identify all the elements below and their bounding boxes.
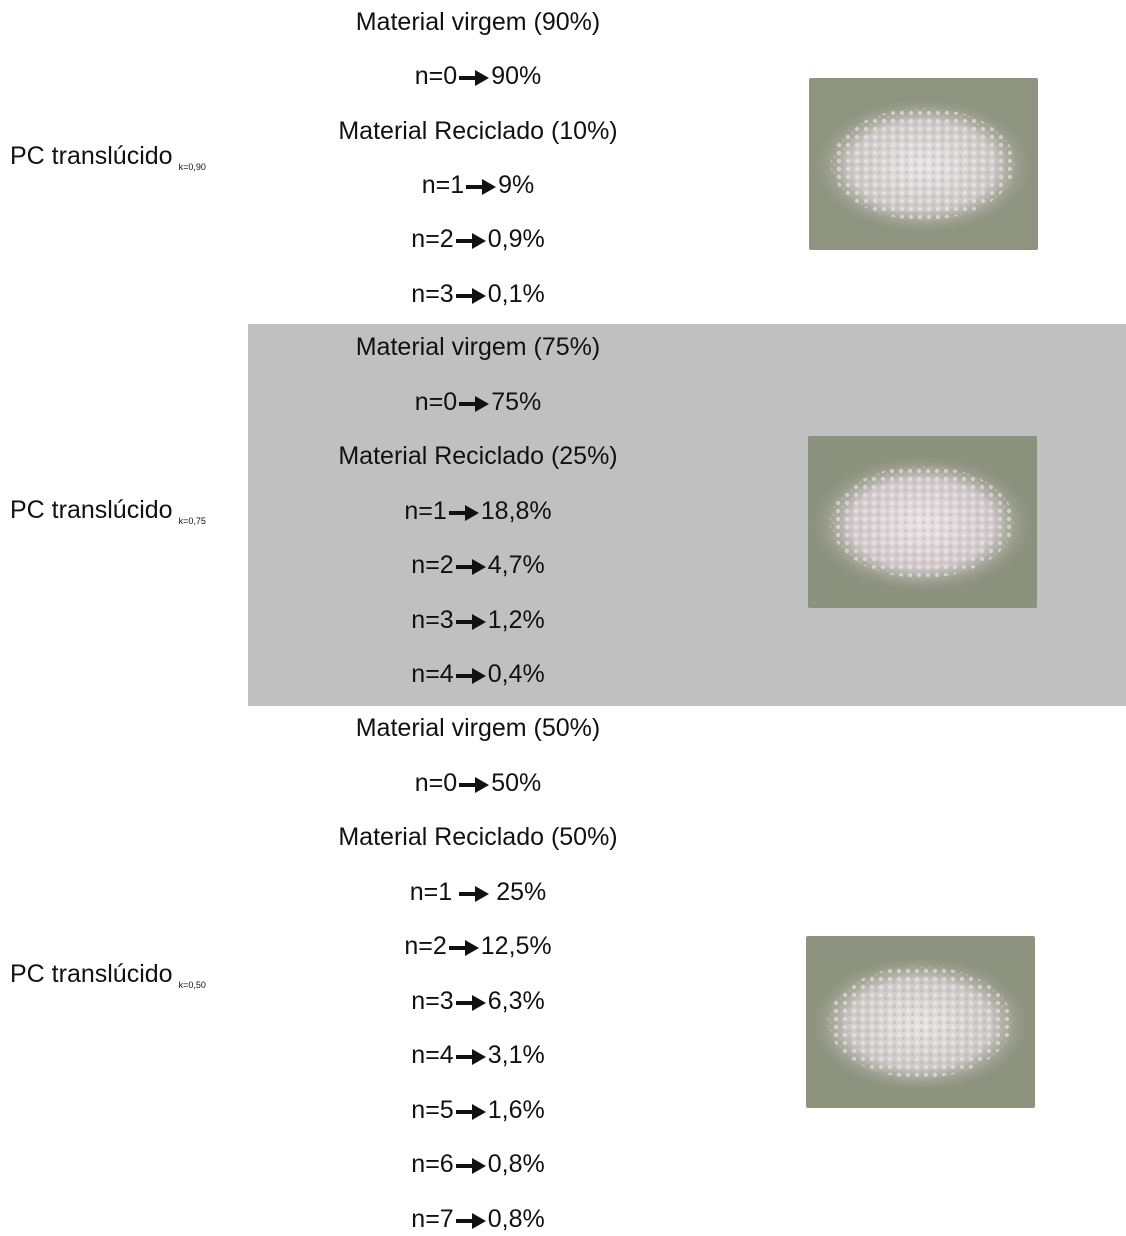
list-item: Material virgem (90%) — [355, 8, 601, 36]
list-item: Material Reciclado (10%) — [338, 117, 618, 145]
right-arrow-icon — [454, 1095, 488, 1125]
section-k090: PC translúcido k=0,90 Material virgem (90… — [0, 0, 1126, 324]
right-arrow-icon — [454, 550, 488, 580]
right-arrow-icon — [452, 877, 496, 907]
list-item: n=6 0,8% — [411, 1149, 545, 1179]
list-item: n=3 1,2% — [411, 605, 545, 635]
right-arrow-icon — [457, 768, 491, 798]
plastic-pellets-photo — [808, 436, 1037, 608]
list-item: Material Reciclado (50%) — [338, 823, 618, 851]
k-subscript: k=0,90 — [178, 162, 206, 172]
right-arrow-icon — [454, 279, 488, 309]
right-arrow-icon — [454, 986, 488, 1016]
section-k050: PC translúcido k=0,50 Material virgem (50… — [0, 706, 1126, 1236]
list-item: n=2 12,5% — [404, 931, 552, 961]
list-item: n=0 50% — [414, 768, 542, 798]
right-arrow-icon — [454, 1040, 488, 1070]
right-arrow-icon — [447, 496, 481, 526]
material-label: PC translúcido k=0,90 — [10, 142, 206, 172]
right-arrow-icon — [457, 387, 491, 417]
list-item: Material Reciclado (25%) — [338, 442, 618, 470]
list-item: Material virgem (50%) — [355, 714, 601, 742]
list-item: n=0 75% — [414, 387, 542, 417]
list-item: n=3 6,3% — [411, 986, 545, 1016]
list-item: n=5 1,6% — [411, 1095, 545, 1125]
list-item: Material virgem (75%) — [355, 333, 601, 361]
right-arrow-icon — [464, 170, 498, 200]
right-arrow-icon — [454, 605, 488, 635]
list-item: n=2 4,7% — [411, 550, 545, 580]
right-arrow-icon — [454, 224, 488, 254]
material-label: PC translúcido k=0,75 — [10, 496, 206, 526]
list-item: n=1 18,8% — [404, 496, 552, 526]
list-item: n=0 90% — [414, 61, 542, 91]
section-k075: PC translúcido k=0,75 Material virgem (75… — [0, 324, 1126, 706]
plastic-pellets-photo — [806, 936, 1035, 1108]
plastic-pellets-photo — [809, 78, 1038, 250]
right-arrow-icon — [457, 61, 491, 91]
list-item: n=4 3,1% — [411, 1040, 545, 1070]
list-item: n=4 0,4% — [411, 659, 545, 689]
list-item: n=3 0,1% — [411, 279, 545, 309]
list-item: n=1 25% — [409, 877, 547, 907]
list-item: n=1 9% — [421, 170, 535, 200]
right-arrow-icon — [454, 659, 488, 689]
list-item: n=2 0,9% — [411, 224, 545, 254]
list-item: n=7 0,8% — [411, 1204, 545, 1234]
right-arrow-icon — [454, 1149, 488, 1179]
right-arrow-icon — [454, 1204, 488, 1234]
k-subscript: k=0,75 — [178, 516, 206, 526]
right-arrow-icon — [447, 931, 481, 961]
material-label: PC translúcido k=0,50 — [10, 960, 206, 990]
k-subscript: k=0,50 — [178, 980, 206, 990]
